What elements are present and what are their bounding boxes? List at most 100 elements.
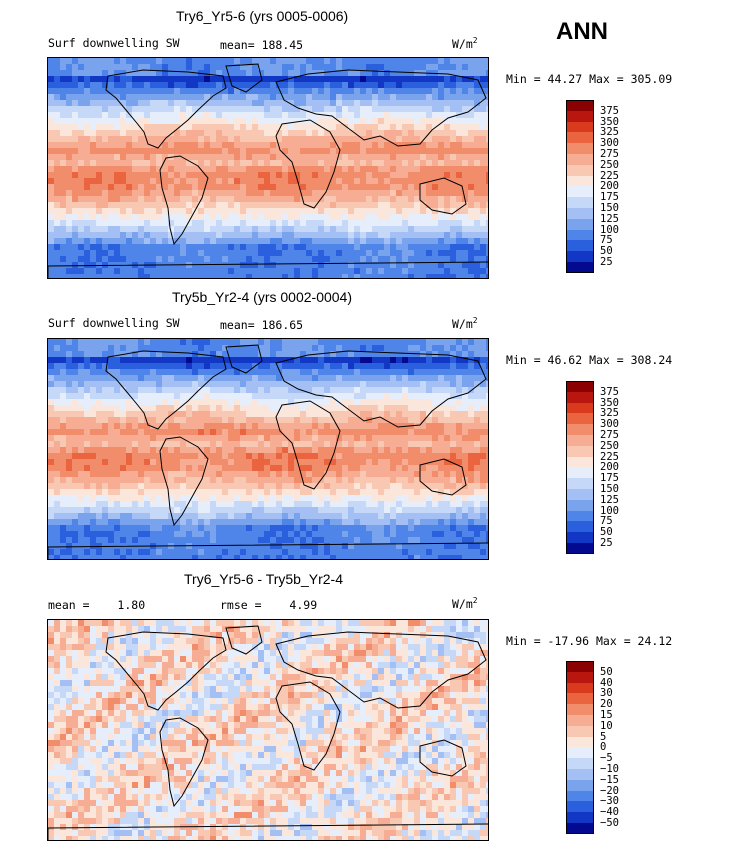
panel-1-mean-label: mean= [220,38,255,52]
panel-1-map [47,57,489,279]
colorbar-swatch [566,208,594,220]
coastline [419,739,467,777]
colorbar-swatch [566,413,594,425]
colorbar-tick-label: 50 [600,665,613,678]
colorbar-swatch [566,704,594,716]
colorbar-swatch [566,240,594,252]
colorbar-swatch [566,186,594,198]
colorbar-swatch [566,381,594,393]
colorbar-tick-label: 40 [600,676,613,689]
colorbar-tick-label: 200 [600,180,619,193]
colorbar-swatch [566,661,594,673]
coastline [419,458,467,496]
panel-3-minmax: Min = -17.96 Max = 24.12 [506,634,673,648]
colorbar-swatch [566,143,594,155]
panel-3-rmse-label: rmse = [220,598,262,612]
panel-1-variable: Surf downwelling SW [48,36,180,50]
coastline [275,400,341,490]
colorbar-tick-label: 325 [600,126,619,139]
coastline [225,63,263,93]
colorbar-swatch [566,521,594,533]
panel-3-mean-value: 1.80 [117,598,146,612]
colorbar-swatch [566,391,594,404]
units-exponent: 2 [472,36,478,45]
colorbar-tick-label: 25 [600,256,613,268]
colorbar-swatch [566,175,594,187]
colorbar-swatch [566,262,594,274]
panel-1-minmax: Min = 44.27 Max = 305.09 [506,72,673,86]
colorbar-swatch [566,164,594,177]
colorbar-tick-label: 200 [600,461,619,474]
colorbar-swatch [566,532,594,544]
coastline [48,542,488,559]
panel-3-units: W/m2 [452,596,478,611]
colorbar-swatch [566,424,594,436]
panel-3-rmse-value: 4.99 [289,598,318,612]
colorbar-tick-label: −50 [600,817,619,829]
colorbar-tick-label: 150 [600,202,619,214]
colorbar-tick-label: 350 [600,396,619,409]
panel-2-mean-label: mean= [220,318,255,332]
colorbar-tick-label: 375 [600,104,619,117]
colorbar-tick-label: 10 [600,719,613,732]
colorbar-swatch [566,229,594,241]
colorbar-tick-label: 30 [600,687,613,700]
colorbar-swatch [566,467,594,479]
coastline [275,350,487,428]
coastline [225,344,263,374]
panel-1-units: W/m2 [452,36,478,51]
colorbar-tick-label: 300 [600,418,619,431]
colorbar-swatch [566,715,594,727]
panel-1-mean-value: 188.45 [261,38,304,52]
coastline [275,119,341,209]
coastline [159,155,209,246]
coastline [275,69,487,147]
colorbar-swatch [566,790,594,802]
colorbar-tick-label: −30 [600,795,619,808]
colorbar-swatch [566,402,594,414]
panel-2-title: Try5b_Yr2-4 (yrs 0002-0004) [172,289,353,305]
colorbar-swatch [566,736,594,748]
colorbar-swatch [566,725,594,738]
colorbar-swatch [566,758,594,770]
colorbar-tick-label: 20 [600,698,613,711]
season-label: ANN [556,18,608,45]
colorbar-tick-label: 175 [600,472,619,485]
colorbar-tick-label: 125 [600,212,619,225]
panel-2-minmax: Min = 46.62 Max = 308.24 [506,353,673,367]
colorbar-swatch [566,100,594,112]
colorbar-tick-label: −20 [600,784,619,797]
units-base: W/m [452,316,473,331]
colorbar-tick-label: 325 [600,407,619,420]
colorbar-tick-label: 75 [600,234,613,247]
panel-2-variable: Surf downwelling SW [48,316,180,330]
panel-3-rmse: rmse = 4.99 [220,598,317,612]
units-exponent: 2 [472,316,478,325]
colorbar-tick-label: −10 [600,763,619,775]
colorbar-tick-label: 350 [600,115,619,128]
colorbar-tick-label: 50 [600,245,613,258]
colorbar-swatch [566,779,594,792]
colorbar-swatch [566,510,594,522]
colorbar-tick-label: 50 [600,526,613,539]
colorbar-tick-label: 225 [600,450,619,463]
coastline [105,69,227,149]
colorbar-tick-label: 100 [600,504,619,517]
colorbar-swatch [566,121,594,133]
panel-3-title: Try6_Yr5-6 - Try5b_Yr2-4 [184,571,343,587]
colorbar-tick-label: 25 [600,537,613,549]
coastline [225,625,263,655]
panel-3-mean-label: mean = [48,598,90,612]
colorbar-tick-label: 225 [600,169,619,182]
colorbar-swatch [566,693,594,705]
colorbar-tick-label: 0 [600,741,607,754]
colorbar-swatch [566,489,594,501]
coastline [159,436,209,527]
units-base: W/m [452,36,473,51]
colorbar-tick-label: 125 [600,493,619,506]
colorbar-tick-label: 250 [600,158,619,171]
colorbar-swatch [566,682,594,694]
coastline [48,261,488,278]
colorbar-swatch [566,435,594,447]
colorbar-tick-label: 100 [600,223,619,236]
